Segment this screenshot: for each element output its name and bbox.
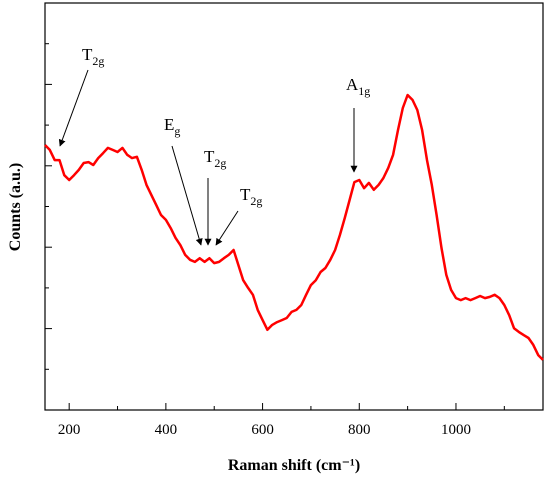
annotation-subscript: 2g [214,156,226,170]
annotation-arrow [171,145,203,246]
annotation-subscript: 2g [250,194,262,208]
spectrum-line [44,93,544,361]
x-tick-label: 800 [348,422,371,438]
annotation-label: T [240,185,251,204]
annotation: T2g [240,185,262,208]
plot-frame [44,2,544,411]
annotation: Eg [164,115,180,138]
annotation-label: T [82,45,93,64]
annotation-arrow [58,69,89,147]
x-tick-label: 600 [251,422,274,438]
annotation-subscript: 1g [358,84,370,98]
annotation: T2g [82,45,104,68]
x-tick-label: 1000 [441,422,471,438]
annotation-subscript: 2g [92,54,104,68]
annotation-label: T [204,147,215,166]
annotation: A1g [346,75,370,98]
annotation-arrow [215,210,239,246]
x-axis-label: Raman shift (cm⁻¹) [228,457,360,474]
annotation: T2g [204,147,226,170]
annotation-label: A [346,75,359,94]
y-axis-label: Counts (a.u.) [7,163,24,251]
x-tick-label: 400 [155,422,178,438]
annotation-subscript: g [174,124,180,138]
annotation-label: E [164,115,174,134]
x-tick-label: 200 [58,422,81,438]
